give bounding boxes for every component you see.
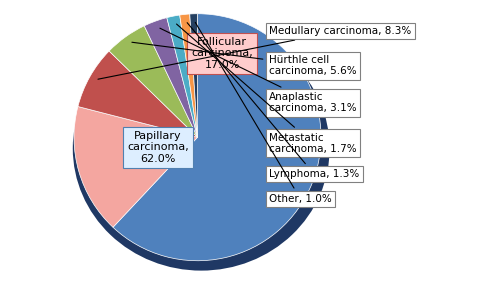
Text: Other, 1.0%: Other, 1.0%	[196, 22, 332, 204]
Wedge shape	[144, 18, 198, 137]
Text: Papillary
carcinoma,
62.0%: Papillary carcinoma, 62.0%	[127, 130, 189, 164]
Text: Hürthle cell
carcinoma, 5.6%: Hürthle cell carcinoma, 5.6%	[132, 42, 357, 76]
Wedge shape	[113, 14, 321, 261]
Wedge shape	[190, 14, 198, 137]
Wedge shape	[78, 51, 198, 137]
Ellipse shape	[73, 26, 330, 271]
Text: Follicular
carcinoma,
17.0%: Follicular carcinoma, 17.0%	[192, 37, 253, 70]
Text: Metastatic
carcinoma, 1.7%: Metastatic carcinoma, 1.7%	[176, 24, 357, 154]
Text: Anaplastic
carcinoma, 3.1%: Anaplastic carcinoma, 3.1%	[160, 28, 357, 113]
Wedge shape	[109, 26, 198, 137]
Wedge shape	[180, 14, 198, 137]
Text: Lymphoma, 1.3%: Lymphoma, 1.3%	[187, 23, 360, 179]
Wedge shape	[74, 107, 198, 227]
Wedge shape	[167, 15, 198, 137]
Text: Medullary carcinoma, 8.3%: Medullary carcinoma, 8.3%	[98, 26, 412, 79]
